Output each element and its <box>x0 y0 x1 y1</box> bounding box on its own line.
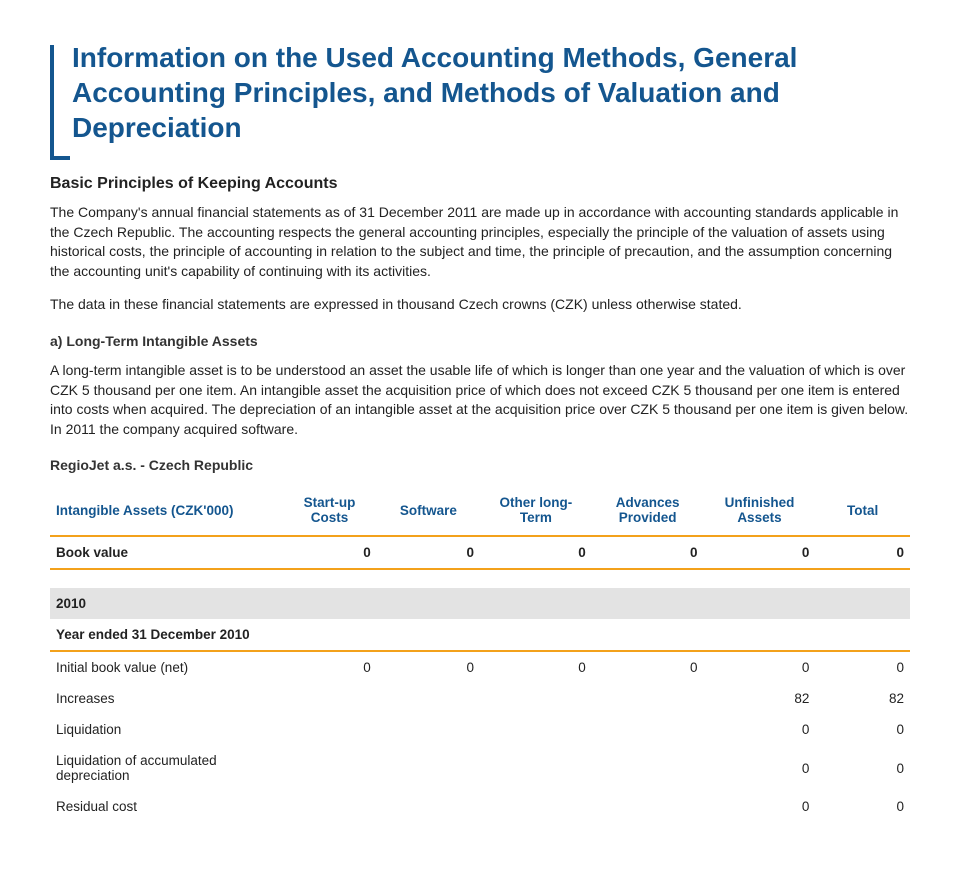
table-row: Liquidation 0 0 <box>50 714 910 745</box>
cell: 82 <box>815 683 910 714</box>
col-6: Total <box>815 485 910 536</box>
row-label: Increases <box>50 683 282 714</box>
paragraph-1: The Company's annual financial statement… <box>50 203 910 281</box>
cell <box>480 791 592 822</box>
row-label: Residual cost <box>50 791 282 822</box>
cell <box>282 683 377 714</box>
cell <box>282 714 377 745</box>
paragraph-2: The data in these financial statements a… <box>50 295 910 315</box>
col-0: Intangible Assets (CZK'000) <box>50 485 282 536</box>
cell: 0 <box>815 651 910 683</box>
col-3: Other long-Term <box>480 485 592 536</box>
cell: 0 <box>815 536 910 569</box>
cell: 0 <box>815 791 910 822</box>
cell <box>592 683 704 714</box>
col-1: Start-up Costs <box>282 485 377 536</box>
cell: 0 <box>592 536 704 569</box>
col-2: Software <box>377 485 480 536</box>
cell: 0 <box>282 536 377 569</box>
cell: 0 <box>282 651 377 683</box>
section-heading: Basic Principles of Keeping Accounts <box>50 175 910 193</box>
cell: 82 <box>704 683 816 714</box>
year-label: 2010 <box>50 588 910 619</box>
row-label: Liquidation of accumulated depreciation <box>50 745 282 791</box>
cell: 0 <box>704 791 816 822</box>
cell: 0 <box>815 714 910 745</box>
intangible-assets-table: Intangible Assets (CZK'000) Start-up Cos… <box>50 485 910 822</box>
cell: 0 <box>592 651 704 683</box>
cell <box>480 714 592 745</box>
entity-label: RegioJet a.s. - Czech Republic <box>50 457 910 473</box>
cell <box>377 791 480 822</box>
cell: 0 <box>704 714 816 745</box>
cell: 0 <box>377 536 480 569</box>
title-accent-bar <box>50 45 54 160</box>
table-row: Initial book value (net) 0 0 0 0 0 0 <box>50 651 910 683</box>
cell <box>282 791 377 822</box>
cell: 0 <box>815 745 910 791</box>
row-label: Liquidation <box>50 714 282 745</box>
cell <box>282 745 377 791</box>
year-row: 2010 <box>50 588 910 619</box>
col-4: Advances Provided <box>592 485 704 536</box>
cell <box>377 714 480 745</box>
cell <box>377 745 480 791</box>
year-ended-label: Year ended 31 December 2010 <box>50 619 910 651</box>
subsection-a-title: a) Long-Term Intangible Assets <box>50 333 910 349</box>
cell <box>592 745 704 791</box>
title-block: Information on the Used Accounting Metho… <box>50 40 910 145</box>
cell <box>377 683 480 714</box>
subsection-a-text: A long-term intangible asset is to be un… <box>50 361 910 439</box>
table-row: Increases 82 82 <box>50 683 910 714</box>
cell <box>592 714 704 745</box>
cell <box>480 745 592 791</box>
col-5: Unfinished Assets <box>704 485 816 536</box>
cell <box>592 791 704 822</box>
year-ended-row: Year ended 31 December 2010 <box>50 619 910 651</box>
table-row: Liquidation of accumulated depreciation … <box>50 745 910 791</box>
cell: 0 <box>704 745 816 791</box>
table-header: Intangible Assets (CZK'000) Start-up Cos… <box>50 485 910 536</box>
page-title: Information on the Used Accounting Metho… <box>72 40 910 145</box>
cell: 0 <box>704 651 816 683</box>
row-label: Initial book value (net) <box>50 651 282 683</box>
table-row: Residual cost 0 0 <box>50 791 910 822</box>
cell <box>480 683 592 714</box>
book-value-label: Book value <box>50 536 282 569</box>
cell: 0 <box>704 536 816 569</box>
cell: 0 <box>377 651 480 683</box>
cell: 0 <box>480 536 592 569</box>
cell: 0 <box>480 651 592 683</box>
book-value-row: Book value 0 0 0 0 0 0 <box>50 536 910 569</box>
